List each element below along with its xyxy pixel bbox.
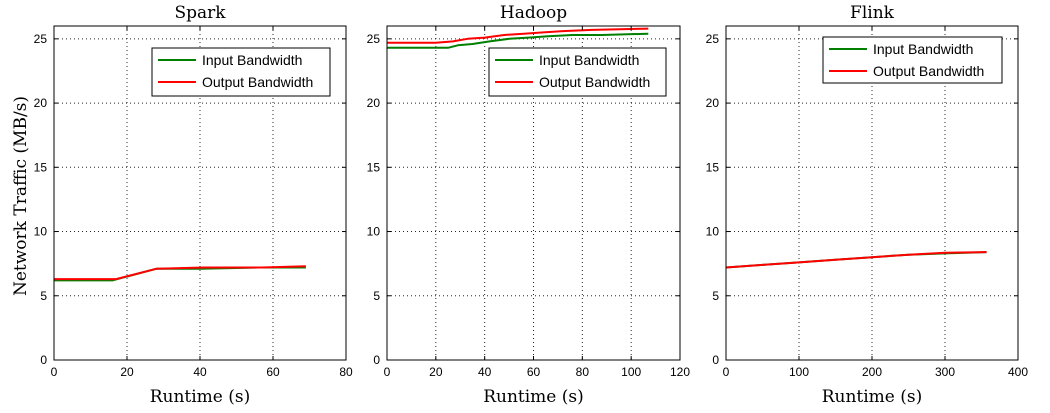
- x-tick-label: 40: [193, 365, 207, 379]
- y-tick-label: 10: [367, 225, 381, 239]
- y-axis-label: Network Traffic (MB/s): [11, 96, 31, 296]
- y-tick-label: 0: [373, 353, 380, 367]
- legend-label: Output Bandwidth: [202, 74, 313, 90]
- x-tick-label: 20: [120, 365, 134, 379]
- series-line-input-bandwidth: [387, 32, 649, 49]
- x-tick-label: 200: [862, 365, 882, 379]
- chart-panel-flink: 0 100 200 300 400 0 5 10 15 20 25 Flink Runtime (s) I…: [706, 3, 1029, 407]
- x-axis-label: Runtime (s): [150, 387, 251, 407]
- y-tick-label: 10: [34, 225, 48, 239]
- y-tick-label: 5: [40, 289, 47, 303]
- legend: Input Bandwidth Output Bandwidth: [151, 47, 331, 97]
- x-axis-label: Runtime (s): [822, 387, 923, 407]
- y-tick-label: 15: [706, 160, 720, 174]
- series-line-output-bandwidth: [725, 251, 987, 269]
- chart-title: Flink: [850, 3, 895, 23]
- y-tick-label: 25: [706, 32, 720, 46]
- legend-label: Output Bandwidth: [873, 63, 984, 79]
- y-tick-label: 10: [706, 225, 720, 239]
- x-tick-label: 40: [478, 365, 492, 379]
- chart-title: Hadoop: [500, 3, 567, 23]
- legend: Input Bandwidth Output Bandwidth: [488, 47, 667, 97]
- y-tick-label: 20: [706, 96, 720, 110]
- legend-label: Output Bandwidth: [539, 74, 650, 90]
- legend-box: [822, 36, 1003, 84]
- y-tick-label: 20: [34, 96, 48, 110]
- y-tick-label: 5: [712, 289, 719, 303]
- x-tick-label: 80: [576, 365, 590, 379]
- y-tick-label: 0: [712, 353, 719, 367]
- x-tick-label: 400: [1008, 365, 1028, 379]
- y-tick-label: 20: [367, 96, 381, 110]
- legend-label: Input Bandwidth: [202, 52, 302, 68]
- x-tick-label: 0: [384, 365, 391, 379]
- chart-panel-spark: 0 20 40 60 80 0 5 10 15 20 25 Spark Runtime (s) Input…: [34, 3, 353, 407]
- x-tick-label: 80: [339, 365, 353, 379]
- chart-panel-hadoop: 0 20 40 60 80 100 120 0 5 10 15 20 25 Hadoop Runtime (…: [367, 3, 691, 407]
- y-tick-label: 5: [373, 289, 380, 303]
- y-tick-label: 15: [367, 160, 381, 174]
- legend-label: Input Bandwidth: [539, 52, 639, 68]
- chart-title: Spark: [174, 3, 226, 23]
- legend: Input Bandwidth Output Bandwidth: [822, 36, 1003, 84]
- legend-label: Input Bandwidth: [873, 41, 973, 57]
- x-tick-label: 60: [527, 365, 541, 379]
- x-tick-label: 20: [429, 365, 443, 379]
- y-tick-label: 15: [34, 160, 48, 174]
- legend-box: [151, 47, 331, 97]
- x-tick-label: 60: [266, 365, 280, 379]
- y-tick-label: 25: [367, 32, 381, 46]
- x-tick-label: 120: [670, 365, 690, 379]
- x-tick-label: 100: [789, 365, 809, 379]
- legend-box: [488, 47, 667, 97]
- y-tick-label: 25: [34, 32, 48, 46]
- x-tick-label: 300: [935, 365, 955, 379]
- x-tick-label: 0: [51, 365, 58, 379]
- x-tick-label: 0: [723, 365, 730, 379]
- chart-panels: 0 20 40 60 80 0 5 10 15 20 25 Spark Runtime (s) Input…: [34, 3, 1029, 407]
- y-tick-label: 0: [40, 353, 47, 367]
- x-axis-label: Runtime (s): [483, 387, 584, 407]
- x-tick-label: 100: [621, 365, 641, 379]
- series-line-output-bandwidth: [387, 27, 649, 44]
- series-line-output-bandwidth: [54, 265, 306, 281]
